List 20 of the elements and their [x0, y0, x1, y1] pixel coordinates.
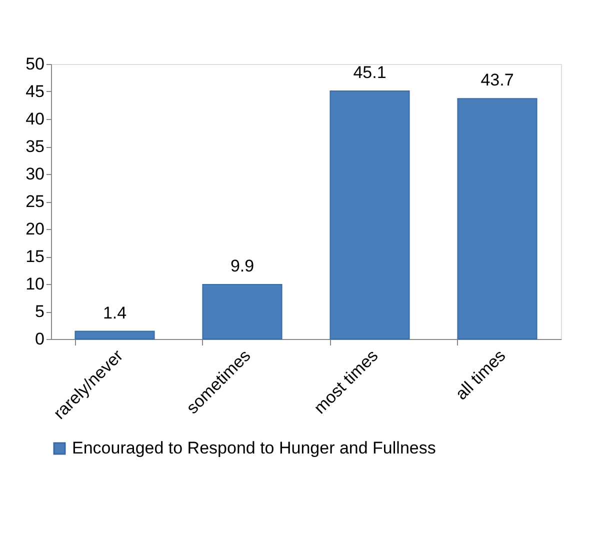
y-tick-label: 30	[26, 164, 44, 184]
bar	[330, 90, 410, 340]
bar	[457, 98, 538, 340]
bar	[202, 284, 282, 340]
y-tick-label: 10	[26, 274, 44, 294]
y-tick-label: 40	[26, 110, 44, 128]
data-label: 9.9	[230, 256, 254, 276]
bar	[74, 330, 155, 340]
data-label: 45.1	[353, 62, 386, 82]
y-tick-label: 5	[35, 302, 44, 321]
legend-label: Encouraged to Respond to Hunger and Fullness	[72, 438, 436, 458]
y-tick-label: 35	[26, 137, 44, 156]
data-label: 43.7	[480, 70, 514, 90]
y-tick-label: 25	[26, 192, 44, 211]
data-label: 1.4	[102, 303, 127, 322]
y-tick-label: 45	[26, 82, 44, 101]
y-tick-label: 15	[26, 247, 44, 266]
y-tick-label: 0	[35, 330, 44, 348]
y-tick-label: 20	[26, 220, 44, 238]
y-tick-label: 50	[26, 54, 44, 74]
